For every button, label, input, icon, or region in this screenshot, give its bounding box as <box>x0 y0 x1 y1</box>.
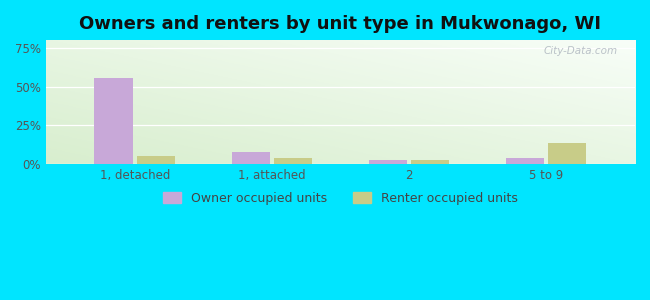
Bar <box>548 142 586 164</box>
Bar <box>231 152 270 164</box>
Bar <box>411 160 449 164</box>
Bar <box>94 78 133 164</box>
Legend: Owner occupied units, Renter occupied units: Owner occupied units, Renter occupied un… <box>158 187 523 210</box>
Bar <box>137 157 176 164</box>
Bar <box>274 158 313 164</box>
Text: City-Data.com: City-Data.com <box>543 46 618 56</box>
Title: Owners and renters by unit type in Mukwonago, WI: Owners and renters by unit type in Mukwo… <box>79 15 601 33</box>
Bar <box>369 160 407 164</box>
Bar <box>506 158 544 164</box>
